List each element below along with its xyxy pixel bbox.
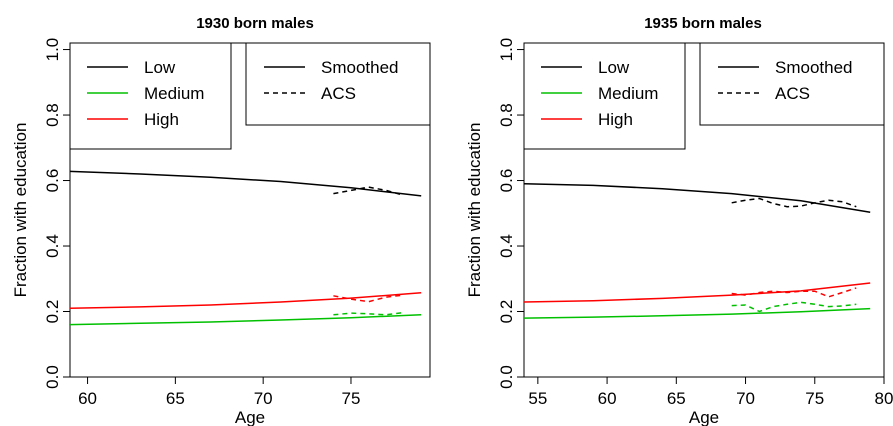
legend-label: Low <box>144 58 176 77</box>
legend-label: High <box>144 110 179 129</box>
x-axis-label: Age <box>235 408 265 426</box>
y-tick-label: 0.2 <box>497 300 516 324</box>
x-tick-label: 70 <box>254 389 273 408</box>
series-low-smoothed <box>523 183 871 214</box>
series-medium-smoothed <box>523 307 871 319</box>
legend-box <box>699 42 885 126</box>
legend-education: Low Medium High <box>69 42 232 150</box>
x-axis-label: Age <box>689 408 719 426</box>
y-tick-label: 0.8 <box>43 103 62 127</box>
y-axis-label: Fraction with education <box>465 123 484 298</box>
series-medium-acs <box>731 301 857 313</box>
legend-label: High <box>598 110 633 129</box>
legend-label: Medium <box>598 84 658 103</box>
x-tick-label: 80 <box>875 389 893 408</box>
series-low-acs <box>333 186 404 197</box>
legend-line-type: Smoothed ACS <box>699 42 885 126</box>
legend-label: Smoothed <box>775 58 853 77</box>
chart-title: 1935 born males <box>644 15 762 32</box>
y-tick-label: 0.6 <box>497 169 516 193</box>
legend-box <box>523 42 686 150</box>
y-tick-label: 0.2 <box>43 300 62 324</box>
y-tick-label: 1.0 <box>43 38 62 62</box>
x-tick-label: 75 <box>805 389 824 408</box>
y-tick-label: 0.0 <box>43 365 62 389</box>
x-tick-label: 60 <box>598 389 617 408</box>
chart-title: 1930 born males <box>196 15 314 32</box>
legend-box <box>69 42 232 150</box>
y-tick-label: 0.4 <box>43 234 62 258</box>
legend-box <box>245 42 431 126</box>
x-tick-label: 65 <box>667 389 686 408</box>
chart-panel-1: 1930 born males 60 65 70 75 0.0 0.2 0.4 0.6 0.8 1.… <box>11 15 431 426</box>
legend-label: Low <box>598 58 630 77</box>
series-medium-acs <box>333 311 404 316</box>
x-tick-label: 70 <box>736 389 755 408</box>
legend-label: ACS <box>775 84 810 103</box>
y-tick-label: 0.4 <box>497 234 516 258</box>
legend-label: Smoothed <box>321 58 399 77</box>
legend-line-type: Smoothed ACS <box>245 42 431 126</box>
series-low-smoothed <box>69 170 422 197</box>
series-medium-smoothed <box>69 314 422 326</box>
series-low-acs <box>731 197 857 208</box>
y-tick-label: 0.8 <box>497 103 516 127</box>
y-tick-label: 1.0 <box>497 38 516 62</box>
legend-education: Low Medium High <box>523 42 686 150</box>
x-tick-label: 65 <box>166 389 185 408</box>
series-high-acs <box>333 294 404 303</box>
x-tick-label: 75 <box>342 389 361 408</box>
y-tick-label: 0.0 <box>497 365 516 389</box>
series-high-smoothed <box>523 282 871 303</box>
chart-panel-2: 1935 born males 55 60 65 70 75 80 0.0 0.2 0.4 0.6 0… <box>465 15 893 426</box>
x-tick-label: 60 <box>78 389 97 408</box>
y-axis-label: Fraction with education <box>11 123 30 298</box>
series-high-acs <box>731 287 857 298</box>
series-high-smoothed <box>69 292 422 309</box>
legend-label: ACS <box>321 84 356 103</box>
x-tick-label: 55 <box>528 389 547 408</box>
legend-label: Medium <box>144 84 204 103</box>
y-tick-label: 0.6 <box>43 169 62 193</box>
